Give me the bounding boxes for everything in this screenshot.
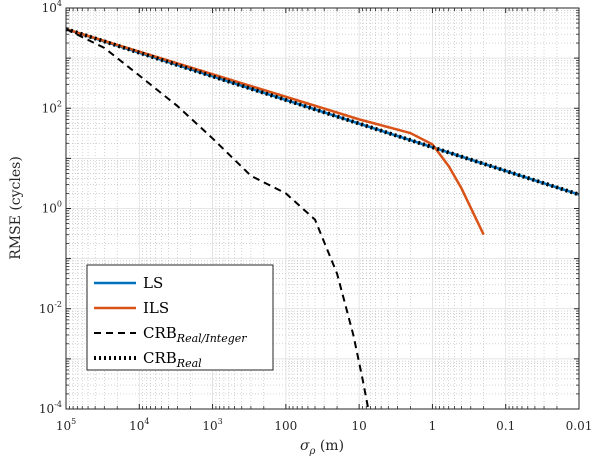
- x-tick-label: 0.01: [566, 419, 592, 433]
- legend-label-subscript: Real: [176, 357, 202, 370]
- x-tick-label-exponent: 3: [218, 417, 223, 426]
- y-tick-label-exponent: 4: [57, 0, 62, 8]
- y-tick-label: 104: [42, 0, 62, 15]
- x-tick-label-base: 10: [202, 419, 217, 433]
- x-tick-label-base: 0.1: [496, 419, 515, 433]
- y-tick-label-exponent: -2: [54, 300, 62, 309]
- legend-box: [87, 265, 273, 370]
- legend-label: LS: [143, 274, 163, 292]
- x-axis-label-unit: (m): [315, 438, 344, 454]
- x-tick-label: 103: [202, 417, 222, 433]
- x-tick-label-base: 1: [429, 419, 437, 433]
- legend-label-name: CRB: [143, 349, 177, 367]
- x-tick-label-base: 0.01: [566, 419, 592, 433]
- y-tick-label: 100: [42, 200, 62, 216]
- x-tick-label-base: 10: [56, 419, 71, 433]
- y-tick-label-exponent: -4: [54, 400, 62, 409]
- y-tick-label-exponent: 2: [57, 99, 62, 108]
- x-tick-labels: 105 104 103 100 10 1 0.1 0.01: [56, 417, 592, 433]
- x-tick-label: 104: [129, 417, 149, 433]
- legend-label-subscript: Real/Integer: [176, 332, 247, 345]
- legend-label-name: CRB: [143, 324, 177, 342]
- y-tick-label-base: 10: [39, 402, 54, 416]
- y-tick-label-base: 10: [42, 202, 57, 216]
- y-tick-label-base: 10: [42, 1, 57, 15]
- x-tick-label: 0.1: [496, 419, 515, 433]
- x-tick-label-base: 10: [129, 419, 144, 433]
- x-axis-label-symbol: σ: [300, 438, 310, 454]
- y-tick-label: 10-4: [39, 400, 62, 416]
- x-tick-label: 105: [56, 417, 76, 433]
- x-axis-label: σρ (m): [300, 438, 344, 457]
- legend-label-name: ILS: [143, 299, 169, 317]
- x-tick-label: 10: [352, 419, 367, 433]
- x-tick-label-exponent: 4: [144, 417, 149, 426]
- x-tick-label-exponent: 5: [71, 417, 76, 426]
- y-tick-label-base: 10: [39, 302, 54, 316]
- x-tick-label: 1: [429, 419, 437, 433]
- y-axis-label: RMSE (cycles): [8, 156, 24, 260]
- x-tick-label-base: 10: [352, 419, 367, 433]
- y-tick-label: 10-2: [39, 300, 62, 316]
- x-tick-label-base: 100: [274, 419, 297, 433]
- y-tick-label: 102: [42, 99, 62, 115]
- legend-label-name: LS: [143, 274, 163, 292]
- legend-label: ILS: [143, 299, 169, 317]
- x-tick-label: 100: [274, 419, 297, 433]
- y-tick-label-base: 10: [42, 101, 57, 115]
- y-tick-label-exponent: 0: [57, 200, 62, 209]
